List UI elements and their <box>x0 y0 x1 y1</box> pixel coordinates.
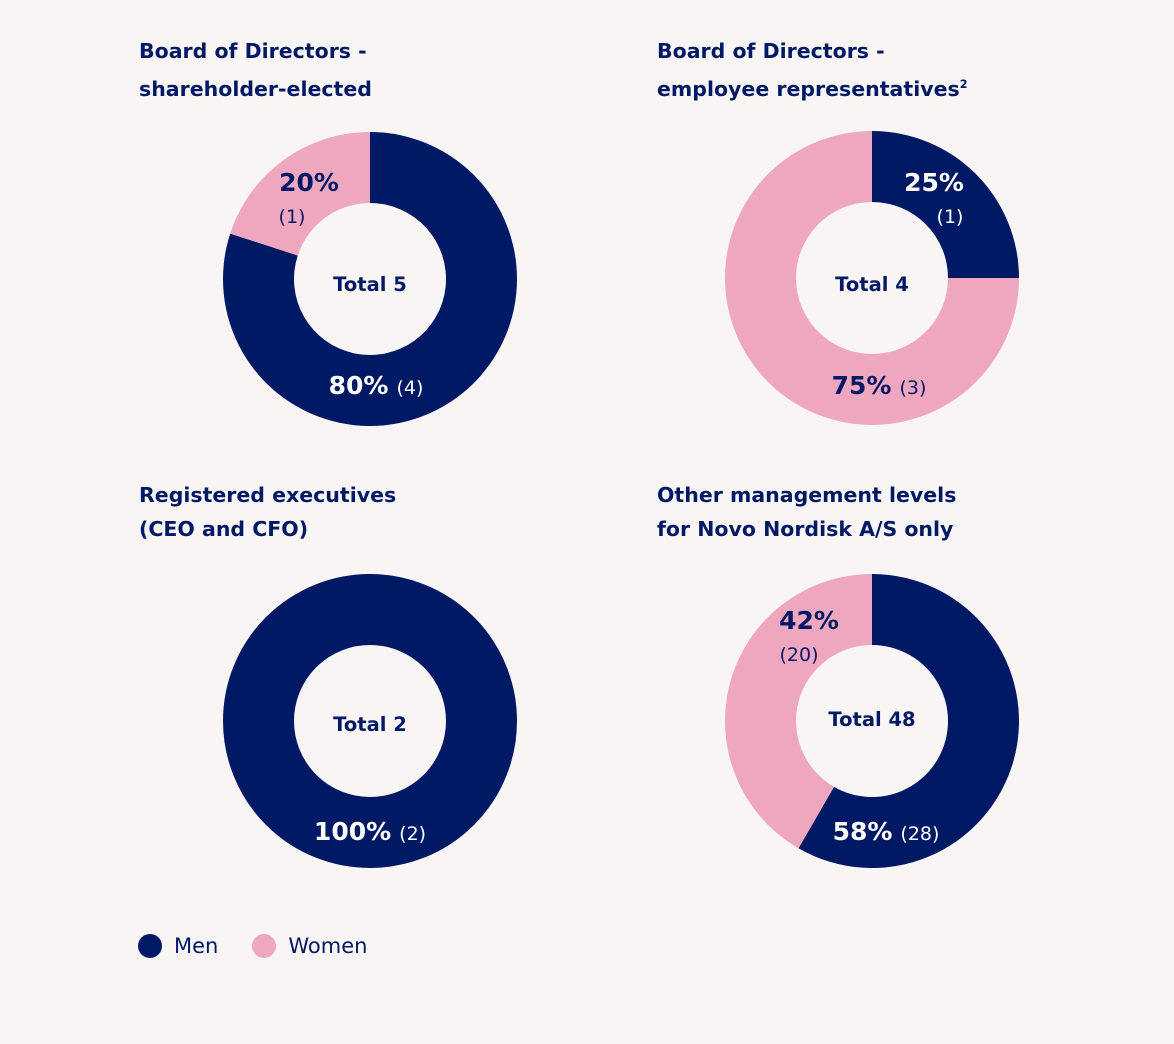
slice-percent-men: 58% <box>833 817 893 846</box>
legend-label-men: Men <box>174 934 219 958</box>
slice-count-women: (3) <box>899 377 926 399</box>
slice-men <box>223 574 517 868</box>
slice-count-women: (20) <box>779 644 818 666</box>
slice-women <box>725 131 1019 425</box>
slice-percent-women: 75% <box>832 371 892 400</box>
slice-men <box>872 131 1019 278</box>
chart-title-line2: employee representatives2 <box>657 76 968 101</box>
footnote-marker: 2 <box>959 78 968 91</box>
slice-men <box>223 132 518 426</box>
chart-title-line2: (CEO and CFO) <box>139 517 309 541</box>
chart-title-line1: Board of Directors - <box>657 39 885 63</box>
slice-percent-men: 25% <box>904 168 964 197</box>
chart-title-board-shareholder-elected: Board of Directors - shareholder-elected <box>139 34 372 106</box>
slice-women <box>724 574 872 849</box>
legend: Men Women <box>138 934 401 958</box>
chart-title-board-employee-representatives: Board of Directors - employee representa… <box>657 34 968 106</box>
center-total-label: Total 4 <box>835 273 909 296</box>
slice-count-men: (2) <box>399 823 426 845</box>
center-total-label: Total 2 <box>333 713 407 736</box>
chart-title-line1: Other management levels <box>657 483 957 507</box>
chart-title-line2: for Novo Nordisk A/S only <box>657 517 954 541</box>
chart-title-line1: Registered executives <box>139 483 397 507</box>
slice-count-women: (1) <box>279 206 306 228</box>
slice-men <box>798 574 1019 868</box>
slice-women <box>230 132 370 256</box>
chart-title-other-management-levels: Other management levels for Novo Nordisk… <box>657 478 956 546</box>
slice-label-men: 100% (2) <box>314 817 426 846</box>
slice-percent-men: 80% <box>329 371 389 400</box>
slice-percent-women: 42% <box>779 606 839 635</box>
legend-item-women: Women <box>252 934 367 958</box>
legend-swatch-women <box>252 934 277 958</box>
chart-title-line1: Board of Directors - <box>139 39 367 63</box>
slice-percent-men: 100% <box>314 817 391 846</box>
slice-label-men: 80% (4) <box>329 371 424 400</box>
slice-count-men: (4) <box>396 377 423 399</box>
legend-item-men: Men <box>138 934 218 958</box>
legend-label-women: Women <box>288 934 368 958</box>
legend-swatch-men <box>138 934 162 958</box>
slice-percent-women: 20% <box>279 168 339 197</box>
chart-title-registered-executives: Registered executives (CEO and CFO) <box>139 478 396 546</box>
center-total-label: Total 5 <box>333 273 407 296</box>
slice-count-men: (28) <box>900 823 939 845</box>
slice-label-men: 58% (28) <box>833 817 940 846</box>
chart-title-line2: shareholder-elected <box>139 76 372 101</box>
slice-label-women: 75% (3) <box>832 371 927 400</box>
center-total-label: Total 48 <box>828 708 915 731</box>
slice-count-men: (1) <box>937 206 964 228</box>
